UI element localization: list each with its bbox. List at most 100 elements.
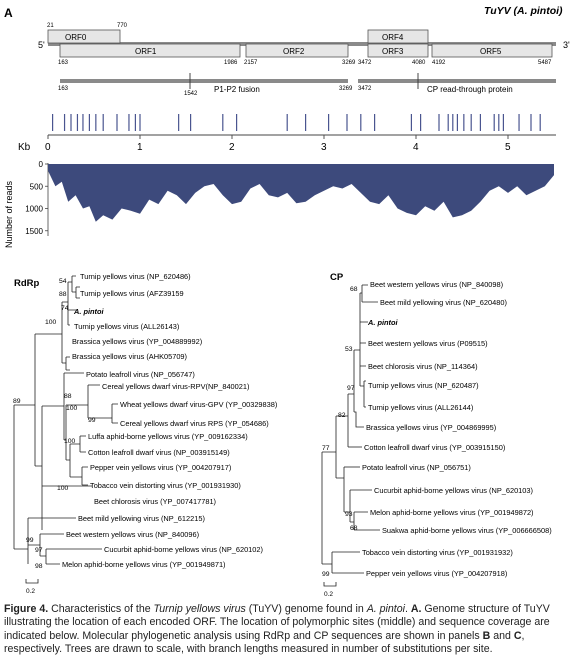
cp-taxon: Potato leafroll virus (NP_056751) bbox=[362, 463, 471, 472]
rdrp-taxon: Potato leafroll virus (NP_056747) bbox=[86, 370, 195, 379]
coverage-tick-label: 500 bbox=[30, 182, 44, 191]
rdrp-taxon: Beet mild yellowing virus (NP_612215) bbox=[78, 514, 205, 523]
cp-bootstrap: 53 bbox=[345, 346, 353, 353]
cp-bootstrap: 97 bbox=[347, 385, 355, 392]
rdrp-title: RdRp bbox=[14, 278, 40, 289]
rdrp-taxon: Cotton leafroll dwarf virus (NP_00391514… bbox=[88, 448, 230, 457]
rdrp-taxa: Turnip yellows virus (NP_620486) Turnip … bbox=[62, 272, 277, 569]
rdrp-taxon: Beet chlorosis virus (YP_007417781) bbox=[94, 497, 216, 506]
orf3-box bbox=[367, 43, 429, 58]
caption-text: Characteristics of the bbox=[48, 603, 154, 615]
orf1: ORF1 163 1986 bbox=[58, 43, 241, 66]
p1-p2-fusion: 163 1542 3269 P1-P2 fusion bbox=[58, 73, 353, 97]
coverage-y-label: Number of reads bbox=[4, 180, 14, 248]
cp-scale-label: 0.2 bbox=[324, 591, 333, 598]
orf0-box bbox=[47, 29, 121, 44]
orf0-end: 770 bbox=[117, 23, 128, 29]
cp-bootstrap: 93 bbox=[345, 511, 353, 518]
polymorphic-sites bbox=[51, 114, 541, 131]
rdrp-bootstrap: 97 bbox=[35, 547, 43, 554]
rdrp-bootstrap: 99 bbox=[26, 537, 34, 544]
orf1-start: 163 bbox=[58, 60, 69, 66]
rdrp-bootstrap: 100 bbox=[66, 405, 78, 412]
orf3: ORF3 3472 4080 bbox=[358, 43, 429, 66]
caption-host-name: A. pintoi bbox=[366, 603, 405, 615]
orf3-end: 4080 bbox=[412, 60, 426, 66]
rdrp-bootstraps: 54 88 74 100 88 89 100 99 100 100 99 97 … bbox=[13, 278, 96, 570]
kb-tick-label: 1 bbox=[137, 142, 143, 153]
cp-scale-bar: 0.2 bbox=[323, 582, 337, 598]
p1-p2-fusion-end: 3269 bbox=[339, 86, 353, 92]
orf0-start: 21 bbox=[47, 23, 54, 29]
orf4-label: ORF4 bbox=[382, 33, 404, 42]
cp-taxon: Beet mild yellowing virus (NP_620480) bbox=[380, 298, 507, 307]
orf5-end: 5487 bbox=[538, 60, 552, 66]
kb-tick-label: 4 bbox=[413, 142, 419, 153]
figure-4: A TuYV (A. pintoi) 5' 3' ORF0 21 770 ORF… bbox=[4, 5, 570, 598]
caption-text: (TuYV) genome found in bbox=[245, 603, 367, 615]
orf4-box bbox=[367, 29, 429, 44]
kb-axis: Kb 0 1 2 3 4 5 bbox=[18, 134, 556, 153]
cp-taxon: Tobacco vein distorting virus (YP_001931… bbox=[362, 548, 513, 557]
cp-bootstrap: 68 bbox=[350, 286, 358, 293]
p1-p2-fusion-label: P1-P2 fusion bbox=[214, 85, 260, 94]
orf1-box bbox=[59, 43, 241, 58]
caption-panel-ref: A. bbox=[410, 603, 422, 615]
caption-text: , respectively. Trees are drawn to scale… bbox=[4, 629, 525, 656]
cp-read-through: 3472 CP read-through protein bbox=[358, 73, 556, 94]
rdrp-taxon: Brassica yellows virus (YP_004889992) bbox=[72, 337, 202, 346]
caption-text: . bbox=[404, 603, 411, 615]
cp-bootstrap: 99 bbox=[322, 571, 330, 578]
cp-taxon: Beet western yellows virus (P09515) bbox=[368, 339, 488, 348]
orf5: ORF5 4192 5487 bbox=[431, 43, 553, 66]
orf2-start: 2157 bbox=[244, 60, 258, 66]
orf5-start: 4192 bbox=[432, 60, 446, 66]
rdrp-bootstrap: 89 bbox=[13, 398, 21, 405]
rdrp-tree: RdRp Turnip yellows virus bbox=[13, 272, 277, 595]
caption-text: Genome structure of TuYV illustrating th… bbox=[4, 603, 550, 642]
rdrp-bootstrap: 74 bbox=[61, 305, 69, 312]
orf2-box bbox=[245, 43, 349, 58]
rdrp-taxon-a-pintoi: A. pintoi bbox=[73, 307, 105, 316]
rdrp-taxon: Cucurbit aphid-borne yellows virus (NP_6… bbox=[104, 545, 263, 554]
rdrp-taxon: Cereal yellows dwarf virus RPS (YP_05468… bbox=[120, 419, 269, 428]
cp-branches bbox=[321, 284, 380, 574]
coverage-plot: Number of reads 0 500 1000 1500 bbox=[4, 160, 554, 248]
orf1-label: ORF1 bbox=[135, 47, 157, 56]
cp-bootstrap: 82 bbox=[338, 412, 346, 419]
kb-tick-label: 0 bbox=[45, 142, 51, 153]
cp-title: CP bbox=[330, 272, 344, 283]
orf3-start: 3472 bbox=[358, 60, 372, 66]
rdrp-branches bbox=[13, 275, 118, 565]
cp-read-through-start: 3472 bbox=[358, 86, 372, 92]
cp-taxon: Suakwa aphid-borne yellows virus (YP_006… bbox=[382, 526, 552, 535]
rdrp-taxon: Luffa aphid-borne yellows virus (YP_0091… bbox=[88, 432, 248, 441]
kb-axis-label: Kb bbox=[18, 142, 31, 153]
rdrp-taxon: Melon aphid-borne yellows virus (YP_0019… bbox=[62, 560, 226, 569]
rdrp-bootstrap: 99 bbox=[88, 417, 96, 424]
rdrp-bootstrap: 100 bbox=[64, 438, 76, 445]
orf5-box bbox=[431, 43, 553, 58]
five-prime-label: 5' bbox=[38, 40, 45, 50]
coverage-y-ticks: 0 500 1000 1500 bbox=[25, 160, 48, 236]
rdrp-bootstrap: 100 bbox=[57, 485, 69, 492]
coverage-area bbox=[48, 164, 554, 222]
panel-a: A TuYV (A. pintoi) 5' 3' ORF0 21 770 ORF… bbox=[4, 5, 570, 248]
rdrp-scale-label: 0.2 bbox=[26, 588, 35, 595]
cp-taxon: Cotton leafroll dwarf virus (YP_00391515… bbox=[364, 443, 505, 452]
cp-taxon: Beet chlorosis virus (NP_114364) bbox=[368, 362, 478, 371]
panel-a-label: A bbox=[4, 6, 13, 20]
cp-read-through-label: CP read-through protein bbox=[427, 85, 513, 94]
kb-tick-label: 5 bbox=[505, 142, 511, 153]
three-prime-label: 3' bbox=[563, 40, 570, 50]
p1-p2-fusion-mid: 1542 bbox=[184, 91, 198, 97]
orf2-label: ORF2 bbox=[283, 47, 305, 56]
coverage-tick-label: 0 bbox=[39, 160, 44, 169]
rdrp-bootstrap: 98 bbox=[35, 563, 43, 570]
cp-bootstraps: 68 53 97 82 77 93 68 99 bbox=[322, 286, 358, 578]
rdrp-taxon: Beet western yellows virus (NP_840096) bbox=[66, 530, 199, 539]
caption-virus-name: Turnip yellows virus bbox=[153, 603, 246, 615]
caption-panel-ref: C bbox=[513, 629, 522, 642]
rdrp-taxon: Tobacco vein distorting virus (YP_001931… bbox=[90, 481, 241, 490]
cp-bootstrap: 77 bbox=[322, 445, 330, 452]
